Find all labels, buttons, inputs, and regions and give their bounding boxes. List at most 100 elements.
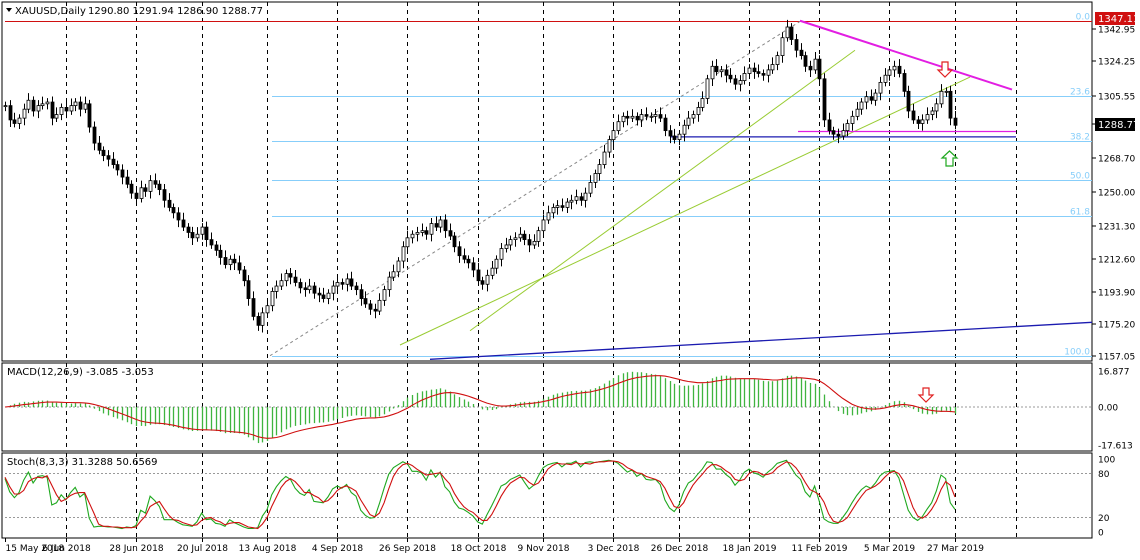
x-tick-label: 4 Sep 2018 xyxy=(312,544,364,554)
bear-candle xyxy=(522,233,527,241)
bear-candle xyxy=(672,135,677,140)
bull-candle xyxy=(569,199,574,203)
bull-candle xyxy=(677,133,682,140)
fib-level-label: 61.8 xyxy=(1070,208,1090,218)
bull-candle xyxy=(3,105,8,108)
bear-candle xyxy=(476,269,481,282)
fibonacci-levels: 0.0 23.6 38.2 50.0 61.8 100.0 xyxy=(5,13,1092,358)
y-tick-label: 1157.05 xyxy=(1098,353,1135,363)
y-tick-label: 1268.70 xyxy=(1098,155,1135,165)
bull-candle xyxy=(83,103,88,110)
bull-candle xyxy=(705,78,710,99)
x-tick-label: 18 Jan 2019 xyxy=(723,544,777,554)
bear-candle xyxy=(527,239,532,246)
bear-candle xyxy=(761,73,766,76)
bear-candle xyxy=(125,176,130,185)
bear-candle xyxy=(714,65,719,73)
bear-candle xyxy=(359,289,364,299)
x-tick-label: 6 Jun 2018 xyxy=(42,544,91,554)
bull-candle xyxy=(925,114,930,121)
macd-series xyxy=(4,371,1092,444)
y-tick-label: 1212.60 xyxy=(1098,256,1135,266)
macd-y-tick: -17.613 xyxy=(1098,441,1133,451)
stoch-main-line xyxy=(4,459,956,530)
bear-candle xyxy=(373,308,378,312)
bull-candle xyxy=(485,274,490,285)
bull-candle xyxy=(883,74,888,83)
bear-candle xyxy=(209,239,214,246)
bear-candle xyxy=(756,71,761,74)
bear-candle xyxy=(87,103,92,128)
bear-candle xyxy=(153,180,158,185)
bear-candle xyxy=(251,298,256,317)
bull-candle xyxy=(326,292,331,299)
bull-candle xyxy=(813,58,818,71)
bull-candle xyxy=(420,230,425,233)
bear-candle xyxy=(724,69,729,76)
y-tick-label: 1305.55 xyxy=(1098,93,1135,103)
bull-candle xyxy=(494,258,499,269)
bear-candle xyxy=(752,67,757,73)
bear-candle xyxy=(157,183,162,190)
macd-pane[interactable] xyxy=(1,362,1093,452)
y-tick-label: 1231.30 xyxy=(1098,223,1135,233)
bull-candle xyxy=(200,226,205,235)
bull-candle xyxy=(864,96,869,103)
stoch-y-tick: 20 xyxy=(1098,514,1110,524)
bear-candle xyxy=(101,149,106,157)
bull-candle xyxy=(532,240,537,246)
top-price-label: 1347.11 xyxy=(1098,14,1139,25)
bull-candle xyxy=(892,65,897,71)
bear-candle xyxy=(349,278,354,287)
chevron-down-icon[interactable] xyxy=(6,8,12,12)
bull-candle xyxy=(54,114,59,119)
bear-candle xyxy=(143,187,148,192)
bull-candle xyxy=(845,123,850,132)
bull-candle xyxy=(265,305,270,314)
bull-candle xyxy=(855,108,860,117)
x-tick-label: 5 Mar 2019 xyxy=(864,544,916,554)
bear-candle xyxy=(162,189,167,201)
bull-candle xyxy=(742,73,747,82)
bull-candle xyxy=(45,101,50,105)
bear-candle xyxy=(288,273,293,278)
bull-candle xyxy=(775,55,780,65)
bull-candle xyxy=(944,90,949,93)
bull-candle xyxy=(930,110,935,115)
bull-candle xyxy=(555,205,560,208)
bull-candle xyxy=(682,124,687,135)
bull-candle xyxy=(841,130,846,137)
bear-candle xyxy=(466,258,471,264)
bull-candle xyxy=(785,26,790,39)
bear-candle xyxy=(663,117,668,132)
green-trend-line xyxy=(399,76,971,346)
bear-candle xyxy=(204,226,209,241)
bull-candle xyxy=(40,103,45,107)
bull-candle xyxy=(391,271,396,278)
ohlc-values: 1290.80 1291.94 1286.90 1288.77 xyxy=(88,6,263,17)
bull-candle xyxy=(345,278,350,285)
bull-candle xyxy=(934,103,939,112)
bear-candle xyxy=(64,107,69,112)
bull-candle xyxy=(382,289,387,301)
bear-candle xyxy=(129,183,134,194)
bear-candle xyxy=(176,212,181,221)
bull-candle xyxy=(504,244,509,249)
bear-candle xyxy=(317,292,322,296)
bull-candle xyxy=(508,239,513,246)
bull-candle xyxy=(270,291,275,307)
y-tick-label: 1324.25 xyxy=(1098,58,1135,68)
bear-candle xyxy=(120,169,125,178)
bear-candle xyxy=(181,219,186,228)
bull-candle xyxy=(574,196,579,201)
stoch-pane[interactable] xyxy=(1,452,1093,539)
price-pane[interactable] xyxy=(1,1,1093,362)
bear-candle xyxy=(579,196,584,201)
bull-candle xyxy=(541,219,546,232)
bear-candle xyxy=(232,258,237,264)
bear-candle xyxy=(799,49,804,56)
bull-candle xyxy=(387,276,392,291)
bear-candle xyxy=(733,78,738,85)
bear-candle xyxy=(298,282,303,289)
